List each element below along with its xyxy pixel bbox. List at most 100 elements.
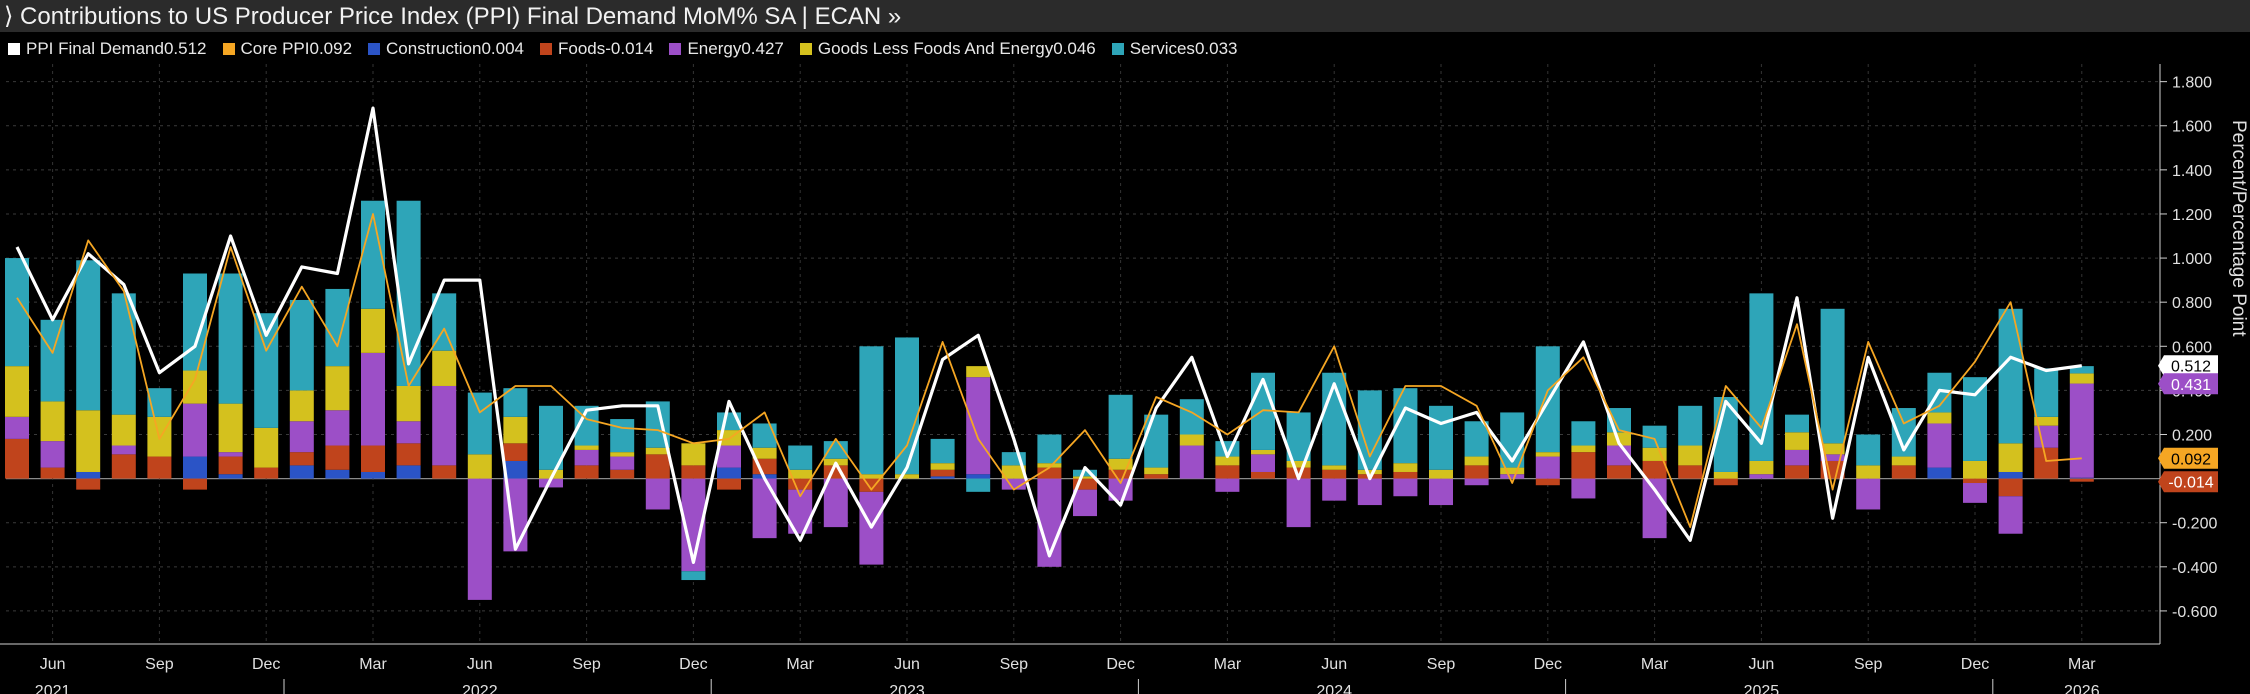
bar-segment <box>788 469 813 479</box>
bar-segment <box>1927 423 1952 468</box>
bar-segment <box>396 443 421 466</box>
bar-segment <box>1001 478 1026 490</box>
bar-segment <box>1037 467 1062 479</box>
bar-segment <box>1393 478 1418 497</box>
bar-segment <box>823 478 848 528</box>
bar-segment <box>183 403 207 457</box>
x-tick-label: Jun <box>1321 656 1347 673</box>
bar-segment <box>752 423 777 448</box>
bar-segment <box>930 469 955 477</box>
bar-segment <box>1393 471 1418 479</box>
bar-segment <box>1251 449 1275 455</box>
bar-segment <box>1891 465 1916 479</box>
bar-segment <box>218 403 243 453</box>
bar-segment <box>1322 469 1347 479</box>
bar-segment <box>2034 447 2059 479</box>
bar-segment <box>1856 478 1881 510</box>
bar-segment <box>1998 308 2023 444</box>
bar-segment <box>539 469 563 479</box>
bar-segment <box>1251 471 1275 479</box>
bar-segment <box>1749 460 1774 475</box>
bar-segment <box>147 456 172 479</box>
bar-segment <box>2034 425 2059 448</box>
bar-segment <box>1998 443 2023 472</box>
bar-segment <box>1963 460 1987 479</box>
badge-shape <box>2158 373 2218 395</box>
x-year-label: 2022 <box>462 683 498 694</box>
x-tick-label: Dec <box>252 656 280 673</box>
bar-segment <box>1571 452 1596 479</box>
bar-segment <box>645 478 670 510</box>
bar-segment <box>111 414 136 446</box>
legend-label: PPI Final Demand <box>26 39 164 58</box>
bar-segment <box>1713 471 1738 479</box>
legend-value: -0.014 <box>605 39 654 58</box>
bar-segment <box>289 299 314 391</box>
bar-segment <box>1785 432 1809 450</box>
bar-segment <box>1215 478 1240 492</box>
bar-segment <box>1357 478 1382 506</box>
bar-segment <box>396 465 421 479</box>
bar-segment <box>2069 478 2094 482</box>
title-bar: ⟩ Contributions to US Producer Price Ind… <box>0 0 2250 32</box>
bar-segment <box>717 445 741 468</box>
bar-segment <box>254 313 279 428</box>
bar-segment <box>325 366 350 411</box>
bar-segment <box>1108 469 1133 479</box>
line-series <box>15 106 2083 564</box>
bar-segment <box>930 438 955 464</box>
bar-segment <box>752 478 777 539</box>
bar-segment <box>5 416 29 439</box>
y-tick-label: 1.200 <box>2172 207 2212 224</box>
x-tick-label: Jun <box>467 656 493 673</box>
x-year-label: 2025 <box>1744 683 1780 694</box>
y-tick-label: -0.400 <box>2172 560 2217 577</box>
y-tick-label: 1.000 <box>2172 251 2212 268</box>
bar-segment <box>1393 463 1418 472</box>
bar-segment <box>1144 474 1169 479</box>
bar-segment <box>717 478 741 490</box>
legend-value: 0.092 <box>309 39 353 58</box>
bar-segment <box>1251 454 1275 472</box>
axes: 1.8001.6001.4001.2001.0000.8000.6000.400… <box>0 64 2249 694</box>
legend-label: Foods <box>558 39 606 58</box>
bar-segment <box>325 445 350 470</box>
bar-segment <box>859 346 884 475</box>
bar-segment <box>1535 478 1560 486</box>
bar-segment <box>503 443 528 461</box>
bar-segment <box>1144 414 1169 468</box>
bar-segment <box>574 445 599 450</box>
x-tick-label: Sep <box>572 656 601 673</box>
bar-segment <box>1286 467 1311 479</box>
x-tick-label: Dec <box>1961 656 1989 673</box>
bar-segment <box>1678 465 1703 479</box>
bar-segment <box>681 571 706 581</box>
bar-segment <box>183 370 207 404</box>
x-tick-label: Mar <box>1214 656 1242 673</box>
bar-segment <box>788 445 813 470</box>
x-tick-label: Dec <box>1106 656 1134 673</box>
badge-value: 0.092 <box>2171 451 2211 468</box>
bar-segment <box>325 410 350 446</box>
x-tick-label: Jun <box>894 656 920 673</box>
core-ppi-line <box>16 213 2082 529</box>
bar-segment <box>40 319 65 402</box>
legend-item: Energy 0.427 <box>669 39 784 59</box>
bar-segment <box>645 454 670 479</box>
bar-segment <box>1820 454 1845 461</box>
bar-segment <box>40 401 65 442</box>
bar-segment <box>432 465 457 479</box>
legend-value: 0.427 <box>741 39 784 58</box>
bar-segment <box>1535 452 1560 457</box>
bar-segment <box>1464 478 1489 486</box>
x-tick-label: Mar <box>786 656 814 673</box>
x-tick-label: Sep <box>145 656 174 673</box>
bar-segment <box>1286 460 1311 468</box>
x-year-label: 2024 <box>1316 683 1352 694</box>
bar-segment <box>254 427 279 468</box>
bar-segment <box>2069 383 2094 478</box>
bar-segment <box>574 449 599 466</box>
bar-segment <box>111 454 136 479</box>
bar-segment <box>1286 478 1311 528</box>
